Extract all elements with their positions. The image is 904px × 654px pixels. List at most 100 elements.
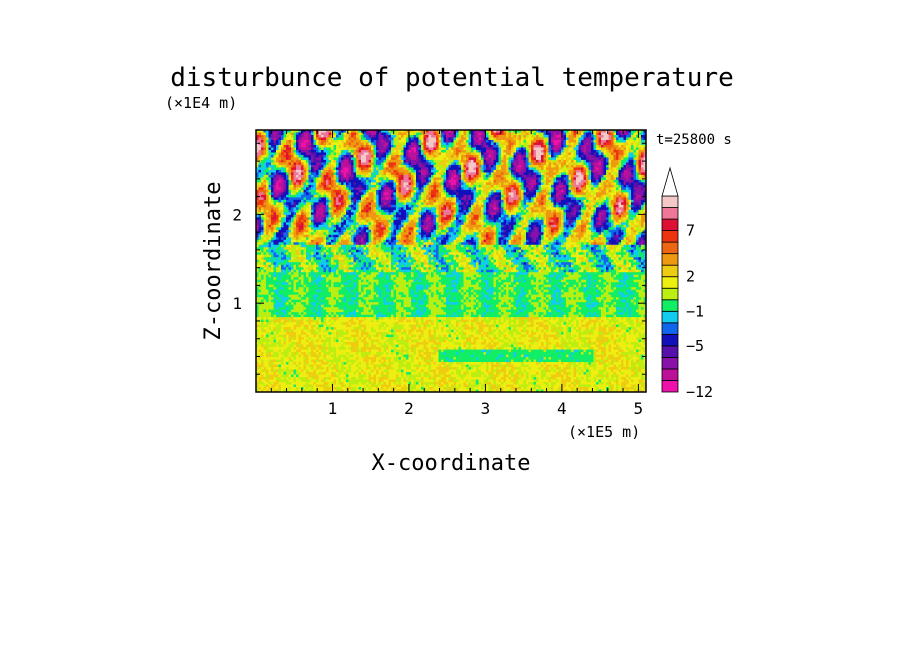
heatmap-cell (308, 167, 312, 171)
heatmap-cell (518, 202, 522, 206)
heatmap-cell (611, 159, 614, 163)
heatmap-cell (518, 199, 522, 203)
heatmap-cell (366, 189, 369, 193)
heatmap-cell (446, 142, 449, 146)
heatmap-cell (288, 184, 292, 188)
heatmap-cell (273, 137, 277, 141)
heatmap-cell (453, 189, 457, 193)
heatmap-cell (358, 194, 362, 198)
heatmap-cell (613, 147, 617, 151)
heatmap-cell (523, 130, 527, 133)
heatmap-cell (501, 164, 504, 168)
heatmap-cell (298, 142, 302, 146)
heatmap-cell (316, 144, 319, 148)
heatmap-cell (281, 202, 284, 206)
heatmap-cell (378, 144, 382, 148)
heatmap-cell (626, 202, 629, 206)
heatmap-cell (546, 164, 549, 168)
heatmap-cell (506, 179, 509, 183)
heatmap-cell (396, 162, 399, 166)
heatmap-cell (578, 152, 582, 156)
heatmap-cell (388, 130, 392, 133)
heatmap-cell (448, 167, 452, 171)
heatmap-cell (283, 164, 287, 168)
heatmap-cell (438, 199, 442, 203)
heatmap-cell (448, 207, 452, 211)
heatmap-cell (508, 152, 512, 156)
heatmap-cell (383, 164, 387, 168)
heatmap-cell (541, 147, 544, 151)
heatmap-cell (441, 139, 444, 143)
heatmap-cell (598, 199, 602, 203)
heatmap-cell (488, 199, 492, 203)
heatmap-cell (558, 199, 562, 203)
heatmap-cell (583, 197, 587, 201)
heatmap-cell (351, 152, 354, 156)
heatmap-cell (398, 182, 402, 186)
heatmap-cell (353, 204, 357, 208)
heatmap-cell (266, 184, 269, 188)
heatmap-cell (486, 194, 489, 198)
heatmap-cell (291, 130, 294, 133)
heatmap-cell (406, 182, 409, 186)
heatmap-cell (378, 149, 382, 153)
heatmap-cell (298, 177, 302, 181)
heatmap-cell (641, 179, 644, 183)
heatmap-cell (628, 184, 632, 188)
heatmap-cell (501, 159, 504, 163)
heatmap-cell (391, 177, 394, 181)
heatmap-cell (323, 139, 327, 143)
heatmap-cell (528, 177, 532, 181)
heatmap-cell (371, 192, 374, 196)
heatmap-cell (603, 177, 607, 181)
heatmap-cell (316, 179, 319, 183)
heatmap-cell (551, 139, 554, 143)
heatmap-cell (613, 172, 617, 176)
heatmap-cell (618, 154, 622, 158)
heatmap-cell (313, 164, 317, 168)
heatmap-cell (386, 144, 389, 148)
heatmap-cell (298, 134, 302, 138)
heatmap-cell (461, 154, 464, 158)
heatmap-cell (381, 130, 384, 133)
heatmap-cell (538, 162, 542, 166)
heatmap-cell (476, 199, 479, 203)
heatmap-cell (263, 174, 267, 178)
heatmap-cell (463, 132, 467, 136)
heatmap-cell (446, 169, 449, 173)
heatmap-cell (338, 184, 342, 188)
heatmap-cell (581, 139, 584, 143)
heatmap-cell (411, 144, 414, 148)
heatmap-cell (348, 162, 352, 166)
heatmap-cell (353, 144, 357, 148)
heatmap-cell (531, 167, 534, 171)
heatmap-cell (611, 157, 614, 161)
heatmap-cell (621, 184, 624, 188)
heatmap-cell (453, 134, 457, 138)
heatmap-cell (481, 197, 484, 201)
heatmap-cell (456, 167, 459, 171)
heatmap-cell (408, 207, 412, 211)
heatmap-cell (286, 134, 289, 138)
heatmap-cell (261, 207, 264, 211)
heatmap-cell (278, 192, 282, 196)
heatmap-cell (511, 182, 514, 186)
heatmap-cell (591, 142, 594, 146)
heatmap-cell (561, 202, 564, 206)
heatmap-cell (426, 187, 429, 191)
heatmap-cell (598, 182, 602, 186)
heatmap-cell (326, 184, 329, 188)
heatmap-cell (343, 167, 347, 171)
heatmap-cell (598, 202, 602, 206)
heatmap-cell (281, 169, 284, 173)
heatmap-cell (426, 152, 429, 156)
heatmap-cell (483, 174, 487, 178)
heatmap-cell (283, 167, 287, 171)
heatmap-cell (386, 134, 389, 138)
heatmap-cell (481, 179, 484, 183)
heatmap-cell (433, 144, 437, 148)
heatmap-cell (626, 179, 629, 183)
heatmap-cell (556, 132, 559, 136)
heatmap-cell (298, 179, 302, 183)
heatmap-cell (418, 167, 422, 171)
